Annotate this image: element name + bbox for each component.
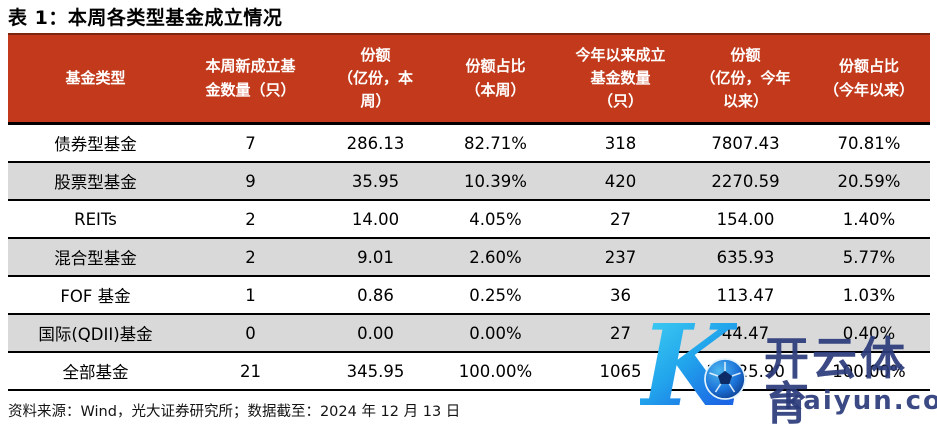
kaiyun-domain-text: kaiyun.com	[784, 386, 937, 416]
column-header: 份额 （亿份，本 周）	[318, 33, 433, 125]
column-header: 今年以来成立 基金数量 （只）	[558, 33, 683, 125]
table-cell: 14.00	[318, 200, 433, 239]
table-cell: 70.81%	[808, 123, 930, 163]
table-cell: 1065	[558, 352, 683, 391]
table-cell: 0	[183, 314, 318, 353]
table-row: 国际(QDII)基金 0 0.00 0.00% 27 44.47 0.40%	[8, 314, 930, 353]
table-cell: 35.95	[318, 162, 433, 201]
table-cell: 7	[183, 123, 318, 163]
table-cell: 2	[183, 238, 318, 277]
table-row: 混合型基金 2 9.01 2.60% 237 635.93 5.77%	[8, 238, 930, 277]
table-cell: 113.47	[683, 276, 808, 315]
table-cell: 债券型基金	[8, 123, 183, 163]
table-cell: 27	[558, 200, 683, 239]
table-cell: 635.93	[683, 238, 808, 277]
table-cell: 82.71%	[433, 123, 558, 163]
table-cell: 0.86	[318, 276, 433, 315]
table-cell: 345.95	[318, 352, 433, 391]
column-header: 份额占比 （本周）	[433, 33, 558, 125]
table-cell: 0.00	[318, 314, 433, 353]
table-cell: 318	[558, 123, 683, 163]
table-cell: 237	[558, 238, 683, 277]
table-cell: 7807.43	[683, 123, 808, 163]
table-cell: 4.05%	[433, 200, 558, 239]
table-cell: 100.00%	[433, 352, 558, 391]
table-row: REITs 2 14.00 4.05% 27 154.00 1.40%	[8, 200, 930, 239]
table-row: 股票型基金 9 35.95 10.39% 420 2270.59 20.59%	[8, 162, 930, 201]
column-header: 份额 （亿份，今年 以来）	[683, 33, 808, 125]
table-cell: 国际(QDII)基金	[8, 314, 183, 353]
table-cell: FOF 基金	[8, 276, 183, 315]
table-title: 表 1：本周各类型基金成立情况	[8, 7, 283, 29]
table-cell: 5.77%	[808, 238, 930, 277]
table-cell: REITs	[8, 200, 183, 239]
source-note: 资料来源：Wind，光大证券研究所；数据截至：2024 年 12 月 13 日	[8, 404, 461, 420]
table-cell: 1.03%	[808, 276, 930, 315]
table-cell: 21	[183, 352, 318, 391]
header-row: 基金类型 本周新成立基 金数量（只） 份额 （亿份，本 周） 份额占比 （本周）…	[8, 33, 930, 125]
table-cell: 10.39%	[433, 162, 558, 201]
column-header: 本周新成立基 金数量（只）	[183, 33, 318, 125]
table-cell: 100.00%	[808, 352, 930, 391]
table-cell: 混合型基金	[8, 238, 183, 277]
table-cell: 2.60%	[433, 238, 558, 277]
table-cell: 36	[558, 276, 683, 315]
table-cell: 44.47	[683, 314, 808, 353]
table-cell: 股票型基金	[8, 162, 183, 201]
table-cell: 0.25%	[433, 276, 558, 315]
table-row: 债券型基金 7 286.13 82.71% 318 7807.43 70.81%	[8, 123, 930, 163]
table-cell: 27	[558, 314, 683, 353]
table-cell: 1	[183, 276, 318, 315]
fund-establishment-table: 基金类型 本周新成立基 金数量（只） 份额 （亿份，本 周） 份额占比 （本周）…	[8, 33, 930, 391]
table-cell: 1.40%	[808, 200, 930, 239]
table-cell: 286.13	[318, 123, 433, 163]
table-cell: 20.59%	[808, 162, 930, 201]
column-header: 基金类型	[8, 33, 183, 125]
table-row-total: 全部基金 21 345.95 100.00% 1065 11025.90 100…	[8, 352, 930, 391]
table-cell: 2	[183, 200, 318, 239]
table-cell: 0.00%	[433, 314, 558, 353]
table-cell: 0.40%	[808, 314, 930, 353]
table-cell: 2270.59	[683, 162, 808, 201]
table-cell: 全部基金	[8, 352, 183, 391]
table-cell: 9	[183, 162, 318, 201]
table-row: FOF 基金 1 0.86 0.25% 36 113.47 1.03%	[8, 276, 930, 315]
table-cell: 420	[558, 162, 683, 201]
table-cell: 9.01	[318, 238, 433, 277]
column-header: 份额占比 （今年以来）	[808, 33, 930, 125]
table-cell: 154.00	[683, 200, 808, 239]
table-cell: 11025.90	[683, 352, 808, 391]
